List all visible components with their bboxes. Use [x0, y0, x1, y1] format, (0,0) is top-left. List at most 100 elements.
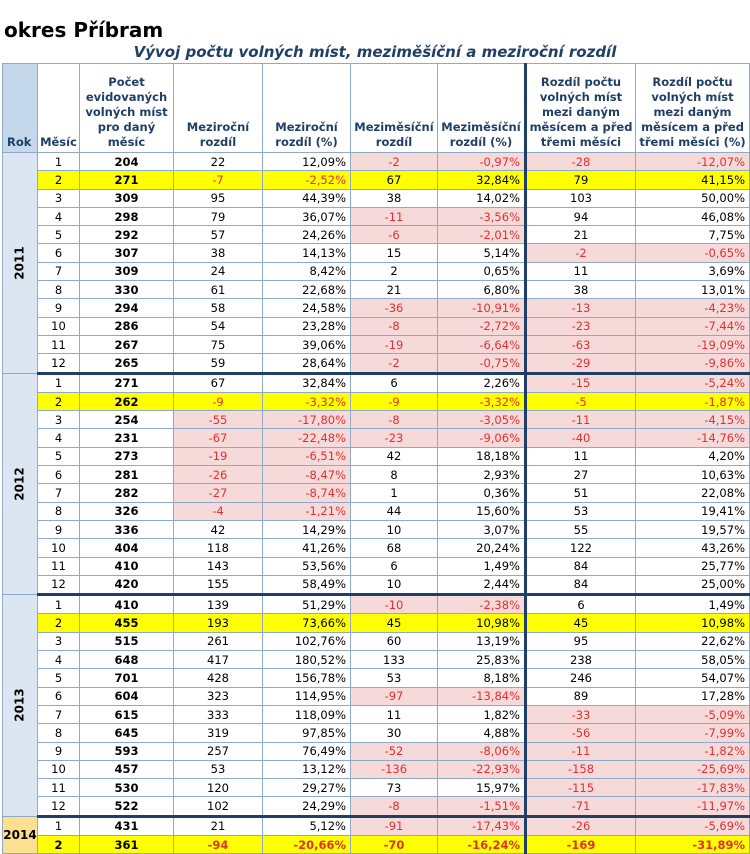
cell-mezirocni: 118	[173, 538, 263, 558]
cell-mezimesicni: 6	[350, 556, 438, 576]
cell-mezimesicni-pct: 14,02%	[437, 188, 526, 208]
year-cell: 2014	[2, 815, 38, 854]
year-label: 2014	[3, 827, 37, 842]
cell-rozdil3-pct: 54,07%	[635, 668, 750, 688]
cell-rozdil3-pct: 10,98%	[635, 613, 750, 633]
cell-rozdil3: -158	[524, 759, 636, 780]
table-row: 8 326 -4 -1,21% 44 15,60% 53 19,41%	[3, 501, 750, 521]
cell-mezimesicni: -91	[350, 815, 438, 836]
cell-pocet: 515	[79, 631, 174, 652]
cell-mezirocni: 58	[173, 298, 263, 318]
cell-mezimesicni: 42	[350, 446, 438, 467]
cell-mezimesicni: -9	[350, 391, 438, 412]
cell-rozdil3: 246	[524, 668, 636, 688]
cell-pocet: 271	[79, 170, 174, 190]
cell-mezirocni-pct: -17,80%	[262, 410, 351, 430]
cell-mezimesicni-pct: -0,75%	[437, 353, 526, 375]
cell-mezimesicni-pct: 0,36%	[437, 483, 526, 503]
cell-mesic: 1	[37, 372, 80, 393]
cell-rozdil3: -26	[524, 815, 636, 836]
header-mezirocni: Meziroční rozdíl	[173, 63, 263, 153]
cell-mezimesicni-pct: 20,24%	[437, 538, 526, 558]
cell-mezirocni: 57	[173, 225, 263, 245]
cell-pocet: 593	[79, 741, 174, 761]
cell-mesic: 9	[37, 519, 80, 540]
cell-rozdil3-pct: 17,28%	[635, 686, 750, 706]
cell-pocet: 281	[79, 465, 174, 485]
cell-rozdil3: 238	[524, 650, 636, 670]
cell-mezimesicni-pct: 18,18%	[437, 446, 526, 467]
cell-pocet: 410	[79, 556, 174, 576]
year-cell: 2012	[2, 372, 38, 596]
cell-mezirocni: 257	[173, 741, 263, 761]
cell-rozdil3-pct: 25,00%	[635, 574, 750, 597]
cell-mezirocni: 21	[173, 815, 263, 836]
cell-mezimesicni-pct: -3,32%	[437, 391, 526, 412]
cell-rozdil3-pct: 43,26%	[635, 538, 750, 558]
cell-pocet: 271	[79, 372, 174, 393]
cell-mezirocni: 323	[173, 686, 263, 706]
cell-mezirocni: 24	[173, 261, 263, 282]
cell-mezimesicni: 133	[350, 650, 438, 670]
table-row: 2013 1 410 139 51,29% -10 -2,38% 6 1,49%	[2, 594, 750, 817]
cell-rozdil3: -11	[524, 410, 636, 430]
cell-mezimesicni: -11	[350, 206, 438, 227]
cell-rozdil3-pct: 19,57%	[635, 519, 750, 540]
cell-mesic: 1	[37, 594, 80, 615]
cell-pocet: 361	[79, 834, 174, 854]
cell-mezirocni: -27	[173, 483, 263, 503]
cell-mezirocni: 333	[173, 704, 263, 725]
cell-rozdil3-pct: -4,23%	[635, 298, 750, 318]
cell-mesic: 9	[37, 741, 80, 761]
table-row: 4 298 79 36,07% -11 -3,56% 94 46,08%	[3, 206, 750, 227]
cell-mesic: 8	[37, 501, 80, 521]
cell-rozdil3-pct: 25,77%	[635, 556, 750, 576]
cell-mezirocni-pct: -8,47%	[262, 465, 351, 485]
cell-mezirocni-pct: 39,06%	[262, 334, 351, 355]
table-row: 3 309 95 44,39% 38 14,02% 103 50,00%	[3, 188, 750, 208]
cell-pocet: 455	[79, 613, 174, 633]
cell-rozdil3-pct: -7,44%	[635, 316, 750, 336]
cell-mezirocni-pct: 53,56%	[262, 556, 351, 576]
cell-mezirocni: -26	[173, 465, 263, 485]
cell-mezimesicni: 30	[350, 723, 438, 743]
cell-rozdil3: -169	[524, 834, 636, 854]
cell-rozdil3: 45	[524, 613, 636, 633]
cell-mezirocni-pct: -3,32%	[262, 391, 351, 412]
table-row: 5 273 -19 -6,51% 42 18,18% 11 4,20%	[3, 446, 750, 467]
cell-rozdil3: -11	[524, 741, 636, 761]
table-row: 9 593 257 76,49% -52 -8,06% -11 -1,82%	[3, 741, 750, 761]
cell-mezirocni-pct: 28,64%	[262, 353, 351, 375]
cell-mezirocni-pct: 118,09%	[262, 704, 351, 725]
cell-mezimesicni-pct: -22,93%	[437, 759, 526, 780]
cell-mezimesicni-pct: 10,98%	[437, 613, 526, 633]
cell-mesic: 10	[37, 316, 80, 336]
cell-mesic: 6	[37, 686, 80, 706]
cell-mesic: 4	[37, 428, 80, 448]
cell-pocet: 309	[79, 188, 174, 208]
cell-mezirocni-pct: 14,29%	[262, 519, 351, 540]
cell-mezirocni-pct: 14,13%	[262, 243, 351, 263]
cell-pocet: 309	[79, 261, 174, 282]
header-rozdil3-pct: Rozdíl počtu volných míst mezi daným měs…	[635, 63, 750, 153]
table-row: 6 604 323 114,95% -97 -13,84% 89 17,28%	[3, 686, 750, 706]
cell-mezimesicni: -10	[350, 594, 438, 615]
cell-mesic: 5	[37, 668, 80, 688]
cell-mezirocni-pct: 24,29%	[262, 796, 351, 818]
cell-mezirocni: 22	[173, 151, 263, 172]
cell-mesic: 3	[37, 410, 80, 430]
cell-mezirocni: 261	[173, 631, 263, 652]
cell-pocet: 273	[79, 446, 174, 467]
cell-rozdil3: 94	[524, 206, 636, 227]
cell-mezirocni-pct: 156,78%	[262, 668, 351, 688]
table-row: 12 522 102 24,29% -8 -1,51% -71 -11,97%	[3, 796, 750, 818]
year-label: 2012	[13, 467, 27, 501]
cell-rozdil3-pct: 1,49%	[635, 594, 750, 615]
cell-mezirocni-pct: 24,26%	[262, 225, 351, 245]
cell-pocet: 645	[79, 723, 174, 743]
cell-mesic: 1	[37, 815, 80, 836]
header-pocet: Počet evidovaných volných míst pro daný …	[79, 63, 174, 153]
table-row: 10 404 118 41,26% 68 20,24% 122 43,26%	[3, 538, 750, 558]
cell-rozdil3-pct: 19,41%	[635, 501, 750, 521]
cell-mezimesicni: -2	[350, 151, 438, 172]
